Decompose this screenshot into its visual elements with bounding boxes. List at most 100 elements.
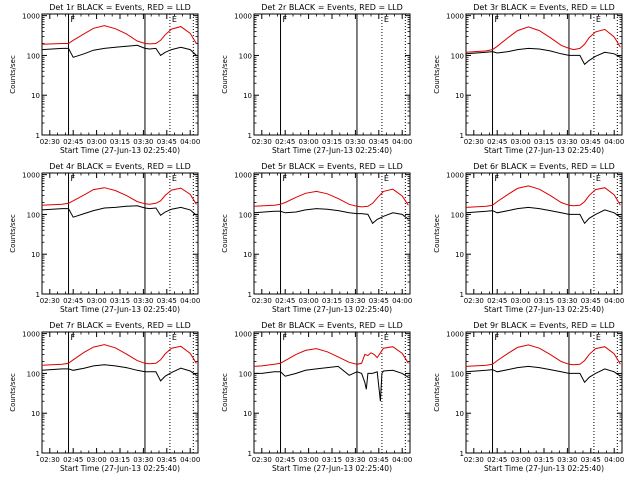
y-tick-label: 10: [31, 251, 40, 259]
y-tick-label: 100: [239, 370, 252, 378]
x-tick-label: 03:00: [511, 297, 531, 305]
events-series-line: [41, 364, 197, 382]
x-axis-label: Start Time (27-Jun-13 02:25:40): [484, 464, 604, 473]
x-axis-label: Start Time (27-Jun-13 02:25:40): [272, 146, 392, 155]
x-tick-label: 02:30: [40, 297, 60, 305]
x-tick-label: 03:30: [557, 297, 577, 305]
y-tick-label: 100: [451, 52, 464, 60]
x-tick-label: 04:00: [604, 297, 624, 305]
x-axis-label: Start Time (27-Jun-13 02:25:40): [60, 464, 180, 473]
x-tick-label: 03:00: [511, 456, 531, 464]
panel-title: Det 1r BLACK = Events, RED = LLD: [49, 3, 191, 12]
x-tick-label: 03:30: [557, 138, 577, 146]
detector-panel-3: Det 3r BLACK = Events, RED = LLD 1 10 100 10…: [433, 3, 624, 155]
x-axis-label: Start Time (27-Jun-13 02:25:40): [60, 305, 180, 314]
x-tick-label: 02:30: [40, 138, 60, 146]
y-tick-label: 1: [36, 291, 40, 299]
time-marker-label: E: [172, 333, 177, 342]
x-tick-label: 04:00: [392, 456, 412, 464]
panel-title: Det 6r BLACK = Events, RED = LLD: [473, 162, 615, 171]
plot-frame: [41, 172, 199, 295]
x-tick-label: 02:45: [63, 456, 83, 464]
x-tick-label: 04:00: [180, 297, 200, 305]
events-series-line: [465, 47, 621, 66]
lld-series-line: [41, 187, 197, 206]
time-marker-label: F: [495, 15, 500, 24]
x-tick-label: 03:30: [133, 138, 153, 146]
y-tick-label: 1000: [234, 331, 252, 339]
x-tick-label: 02:30: [252, 456, 272, 464]
x-axis-label: Start Time (27-Jun-13 02:25:40): [272, 464, 392, 473]
y-tick-label: 1000: [446, 331, 464, 339]
time-marker-label: F: [283, 15, 288, 24]
time-marker-label: F: [283, 333, 288, 342]
detector-panel-1: Det 1r BLACK = Events, RED = LLD 1 10 100 10…: [9, 3, 200, 155]
y-tick-label: 1000: [22, 331, 40, 339]
y-tick-label: 100: [27, 370, 40, 378]
x-tick-label: 02:30: [40, 456, 60, 464]
y-tick-label: 10: [455, 251, 464, 259]
x-tick-label: 02:30: [464, 456, 484, 464]
lld-series-line: [465, 26, 621, 53]
lld-series-line: [465, 344, 621, 367]
x-tick-label: 02:45: [487, 138, 507, 146]
x-tick-label: 03:30: [345, 456, 365, 464]
panel-title: Det 9r BLACK = Events, RED = LLD: [473, 321, 615, 330]
x-tick-label: 03:00: [511, 138, 531, 146]
x-tick-label: 02:30: [464, 297, 484, 305]
y-tick-label: 1000: [446, 172, 464, 180]
detector-panel-4: Det 4r BLACK = Events, RED = LLD 1 10 100 10…: [9, 162, 200, 314]
time-marker-label: E: [384, 174, 389, 183]
y-tick-label: 10: [243, 251, 252, 259]
y-tick-label: 100: [451, 211, 464, 219]
x-tick-label: 03:15: [534, 138, 554, 146]
x-tick-label: 03:15: [322, 138, 342, 146]
y-tick-label: 100: [27, 211, 40, 219]
x-tick-label: 04:00: [604, 456, 624, 464]
y-tick-label: 1000: [234, 13, 252, 21]
plot-frame: [41, 13, 199, 136]
y-tick-label: 10: [31, 410, 40, 418]
x-tick-label: 03:45: [157, 456, 177, 464]
x-tick-label: 02:45: [63, 297, 83, 305]
panel-title: Det 2r BLACK = Events, RED = LLD: [261, 3, 403, 12]
lld-series-line: [41, 344, 197, 366]
y-tick-label: 10: [31, 92, 40, 100]
y-axis-label: Counts/sec: [221, 373, 229, 412]
events-series-line: [254, 365, 409, 402]
x-tick-label: 03:30: [133, 456, 153, 464]
plot-frame: [253, 331, 411, 454]
x-tick-label: 03:45: [581, 297, 601, 305]
y-axis-label: Counts/sec: [9, 55, 17, 94]
x-tick-label: 03:00: [299, 456, 319, 464]
y-tick-label: 1: [248, 291, 252, 299]
y-axis-label: Counts/sec: [433, 55, 441, 94]
detector-panel-9: Det 9r BLACK = Events, RED = LLD 1 10 100 10…: [433, 321, 624, 473]
time-marker-label: F: [283, 174, 288, 183]
x-tick-label: 03:45: [369, 138, 389, 146]
x-tick-label: 03:45: [369, 297, 389, 305]
events-series-line: [41, 44, 197, 58]
y-tick-label: 1: [36, 132, 40, 140]
events-series-line: [253, 208, 409, 225]
y-axis-label: Counts/sec: [433, 373, 441, 412]
x-tick-label: 03:00: [87, 456, 107, 464]
x-tick-label: 02:45: [487, 297, 507, 305]
plot-frame: [253, 13, 411, 136]
detector-panel-8: Det 8r BLACK = Events, RED = LLD 1 10 100 10…: [221, 321, 412, 473]
y-tick-label: 10: [455, 410, 464, 418]
y-tick-label: 1: [460, 450, 464, 458]
events-series-line: [465, 365, 621, 384]
y-tick-label: 1: [248, 132, 252, 140]
x-tick-label: 03:45: [581, 138, 601, 146]
x-axis-label: Start Time (27-Jun-13 02:25:40): [484, 305, 604, 314]
x-tick-label: 03:00: [299, 138, 319, 146]
time-marker-label: E: [172, 174, 177, 183]
x-tick-label: 02:30: [252, 297, 272, 305]
panel-title: Det 8r BLACK = Events, RED = LLD: [261, 321, 403, 330]
time-marker-label: E: [596, 15, 601, 24]
y-tick-label: 1: [36, 450, 40, 458]
time-marker-label: E: [596, 333, 601, 342]
y-axis-label: Counts/sec: [221, 214, 229, 253]
